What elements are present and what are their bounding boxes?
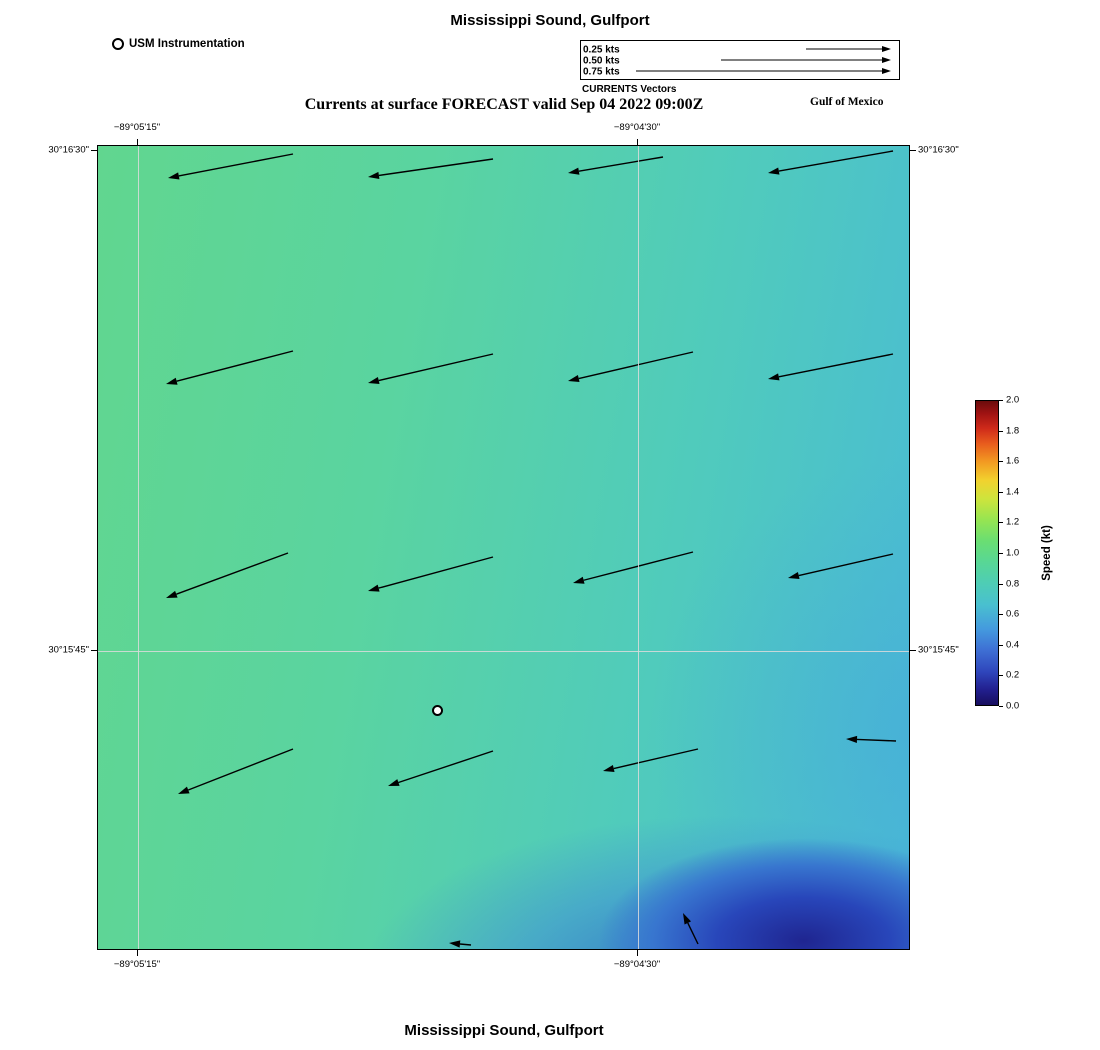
current-vector-arrow — [603, 748, 699, 773]
colorbar-tick-label: 0.2 — [1006, 669, 1020, 681]
instrumentation-label: USM Instrumentation — [129, 38, 245, 50]
colorbar-tick-mark — [999, 644, 1003, 646]
current-vector-arrow — [768, 353, 894, 381]
colorbar-tick-mark — [999, 522, 1003, 524]
vector-scale-arrow — [636, 68, 891, 74]
vector-scale-entry-label: 0.75 kts — [583, 67, 620, 78]
lon-tick-label-bottom: −89°05'15" — [113, 959, 161, 970]
colorbar-tick-mark — [999, 583, 1003, 585]
figure-title-top: Mississippi Sound, Gulfport — [450, 12, 650, 29]
gridline — [98, 651, 909, 652]
colorbar-tick-mark — [999, 614, 1003, 616]
colorbar-tick-mark — [999, 675, 1003, 677]
current-vector-arrow — [368, 556, 494, 592]
region-label: Gulf of Mexico — [810, 96, 884, 108]
station-circle-icon — [112, 38, 124, 50]
lat-tick-label-left: 30°16'30" — [48, 144, 89, 156]
instrumentation-legend: USM Instrumentation — [112, 38, 245, 50]
current-vector-arrow — [573, 551, 694, 584]
colorbar — [975, 400, 999, 706]
lat-tick-label-right: 30°16'30" — [918, 144, 959, 156]
speed-field-background — [98, 146, 909, 949]
current-vector-arrow — [449, 940, 472, 948]
current-vector-arrow — [368, 158, 494, 179]
lon-tick-label-top: −89°05'15" — [113, 122, 161, 133]
colorbar-tick-mark — [999, 491, 1003, 493]
lat-tick-label-left: 30°15'45" — [48, 644, 89, 656]
current-vector-arrow — [846, 735, 897, 744]
colorbar-tick-label: 2.0 — [1006, 394, 1020, 406]
current-vector-arrow — [166, 350, 294, 385]
colorbar-tick-label: 0.8 — [1006, 578, 1020, 590]
vector-scale-legend: 0.25 kts 0.50 kts 0.75 kts — [580, 40, 900, 80]
colorbar-tick-mark — [999, 706, 1003, 707]
colorbar-tick-label: 1.0 — [1006, 547, 1020, 559]
current-vector-arrow — [568, 156, 664, 175]
usm-station-marker — [432, 705, 443, 716]
current-vector-arrow — [568, 351, 694, 383]
current-vector-arrow — [388, 750, 494, 786]
lon-tick-label-top: −89°04'30" — [613, 122, 661, 133]
colorbar-tick-mark — [999, 400, 1003, 401]
current-vector-arrow — [168, 153, 294, 180]
current-vectors-layer — [166, 150, 897, 948]
current-vector-arrow — [788, 553, 894, 580]
colorbar-tick-mark — [999, 461, 1003, 463]
figure-title-bottom: Mississippi Sound, Gulfport — [404, 1022, 604, 1039]
colorbar-label: Speed (kt) — [1041, 525, 1053, 581]
current-vector-arrow — [368, 353, 494, 385]
colorbar-tick-label: 1.2 — [1006, 516, 1020, 528]
gridline — [138, 146, 139, 949]
colorbar-tick-label: 0.6 — [1006, 608, 1020, 620]
colorbar-tick-label: 1.4 — [1006, 486, 1020, 498]
colorbar-tick-mark — [999, 430, 1003, 432]
lon-tick-label-bottom: −89°04'30" — [613, 959, 661, 970]
map-plot — [97, 145, 910, 950]
vector-scale-entry-label: 0.50 kts — [583, 56, 620, 67]
vector-legend-caption: CURRENTS Vectors — [582, 84, 677, 95]
vector-scale-arrow — [721, 57, 891, 63]
current-vector-arrow — [768, 150, 894, 175]
gridline — [638, 146, 639, 949]
colorbar-tick-mark — [999, 553, 1003, 554]
current-vector-arrow — [683, 913, 699, 945]
colorbar-tick-label: 0.0 — [1006, 700, 1020, 712]
colorbar-tick-label: 1.6 — [1006, 455, 1020, 467]
lat-tick-label-right: 30°15'45" — [918, 644, 959, 656]
vector-scale-entry-label: 0.25 kts — [583, 45, 620, 56]
colorbar-tick-label: 1.8 — [1006, 425, 1020, 437]
forecast-title: Currents at surface FORECAST valid Sep 0… — [304, 96, 704, 113]
current-vector-arrow — [166, 552, 289, 598]
current-vector-arrow — [178, 748, 294, 794]
colorbar-tick-label: 0.4 — [1006, 639, 1020, 651]
vector-scale-arrow — [806, 46, 891, 52]
